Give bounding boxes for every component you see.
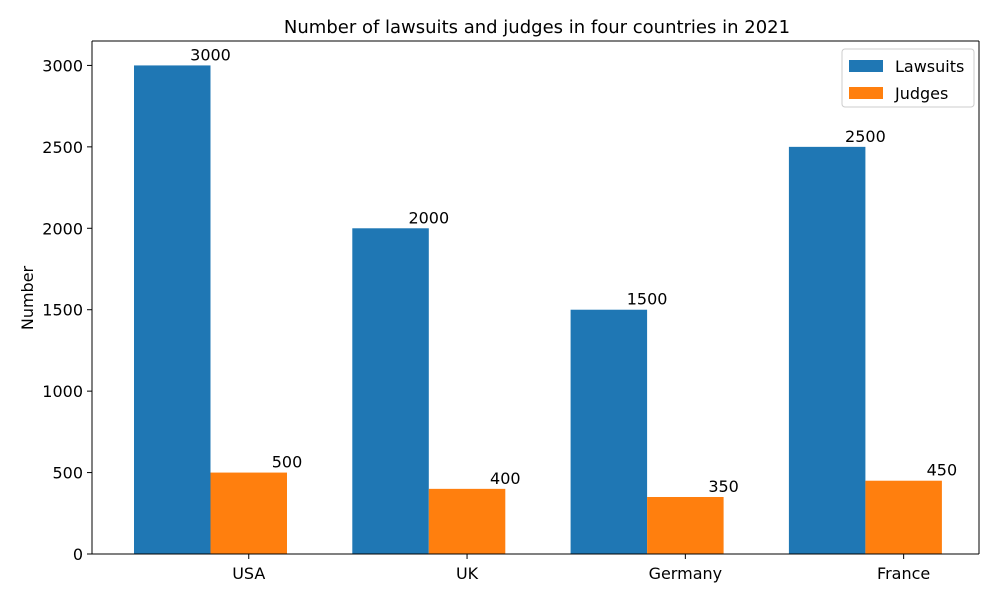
legend-label-lawsuits: Lawsuits (895, 57, 964, 76)
data-label-judges-germany: 350 (708, 477, 739, 496)
bar-lawsuits-france (788, 146, 866, 554)
legend-swatch-lawsuits (849, 60, 883, 72)
y-tick-label-1500: 1500 (42, 301, 83, 320)
data-label-lawsuits-germany: 1500 (627, 290, 668, 309)
data-label-judges-usa: 500 (272, 453, 303, 472)
x-tick-label-uk: UK (456, 564, 479, 583)
x-tick-label-usa: USA (232, 564, 265, 583)
bar-judges-germany (647, 497, 724, 554)
axes-layer: 0 500 1000 1500 2000 2500 3000 USA UK Germany Fran… (42, 40, 980, 583)
legend-swatch-judges (849, 87, 883, 99)
x-tick-label-france: France (877, 564, 930, 583)
data-label-judges-uk: 400 (490, 469, 521, 488)
data-label-lawsuits-uk: 2000 (408, 208, 449, 227)
legend: Lawsuits Judges (841, 48, 975, 108)
data-label-lawsuits-france: 2500 (845, 127, 886, 146)
y-tick-label-0: 0 (73, 545, 83, 564)
y-tick-label-2500: 2500 (42, 138, 83, 157)
y-tick-label-1000: 1000 (42, 382, 83, 401)
bar-judges-france (865, 480, 942, 554)
y-tick-label-3000: 3000 (42, 56, 83, 75)
y-tick-label-500: 500 (52, 464, 83, 483)
y-tick-label-2000: 2000 (42, 219, 83, 238)
x-tick-label-germany: Germany (649, 564, 723, 583)
bar-judges-usa (210, 472, 287, 554)
legend-label-judges: Judges (894, 84, 948, 103)
bar-lawsuits-germany (570, 309, 648, 554)
bar-judges-uk (428, 488, 506, 554)
chart-title: Number of lawsuits and judges in four co… (284, 17, 790, 38)
y-axis-label: Number (18, 265, 37, 330)
bar-lawsuits-uk (352, 228, 429, 555)
data-labels-layer: 3000 500 2000 400 1500 350 2500 450 (190, 45, 957, 496)
bar-lawsuits-usa (134, 65, 211, 554)
data-label-judges-france: 450 (927, 461, 958, 480)
data-label-lawsuits-usa: 3000 (190, 45, 231, 64)
bars-layer (134, 65, 942, 555)
